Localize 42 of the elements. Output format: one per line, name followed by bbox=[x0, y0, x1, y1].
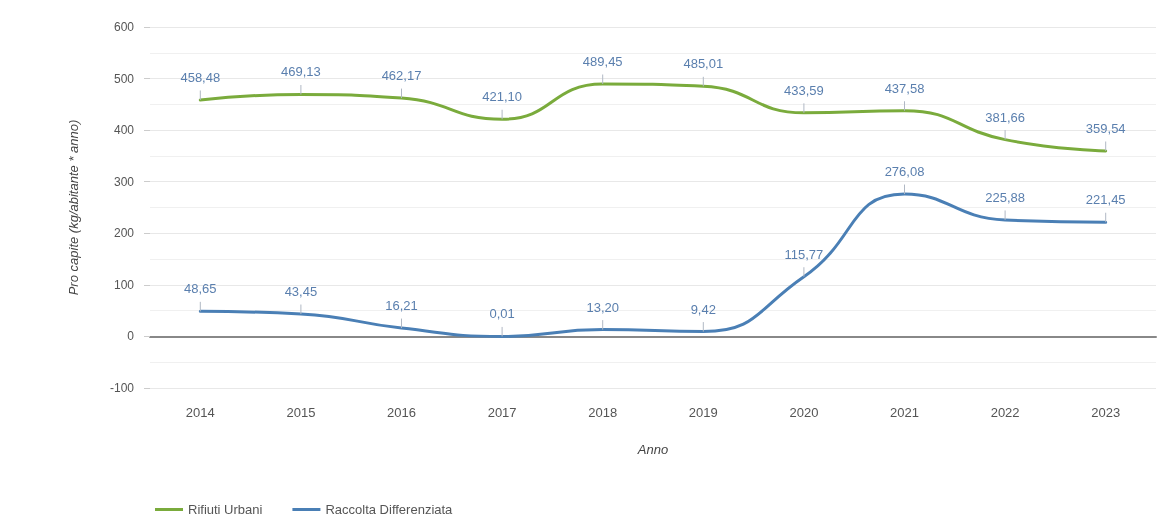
x-tick-label: 2022 bbox=[990, 405, 1020, 420]
x-tick-label: 2015 bbox=[286, 405, 316, 420]
data-label: 437,58 bbox=[884, 80, 925, 96]
data-label: 43,45 bbox=[284, 284, 318, 300]
data-label: 433,59 bbox=[784, 82, 824, 98]
y-tick-label: 200 bbox=[113, 226, 135, 241]
legend-label: Raccolta Differenziata bbox=[325, 502, 454, 517]
data-label: 16,21 bbox=[385, 298, 418, 314]
data-label: 489,45 bbox=[582, 54, 623, 70]
data-label: 381,66 bbox=[985, 109, 1025, 125]
y-tick-label: 100 bbox=[113, 277, 135, 292]
y-tick-label: 300 bbox=[113, 174, 135, 189]
x-tick-label: 2020 bbox=[789, 405, 819, 420]
data-label: 13,20 bbox=[586, 299, 619, 315]
data-label: 469,13 bbox=[281, 64, 321, 80]
data-label: 225,88 bbox=[985, 189, 1025, 205]
x-tick-label: 2019 bbox=[688, 405, 718, 420]
x-tick-label: 2014 bbox=[185, 405, 215, 420]
data-label: 221,45 bbox=[1085, 192, 1126, 208]
y-axis-title: Pro capite (kg/abitante * anno) bbox=[66, 119, 81, 296]
data-label: 115,77 bbox=[784, 246, 824, 262]
y-tick-label: 400 bbox=[113, 123, 135, 138]
legend-label: Rifiuti Urbani bbox=[188, 502, 263, 517]
x-tick-label: 2017 bbox=[487, 405, 517, 420]
data-label: 0,01 bbox=[489, 306, 515, 322]
x-tick-label: 2018 bbox=[588, 405, 618, 420]
data-label: 48,65 bbox=[184, 281, 217, 297]
data-label: 359,54 bbox=[1085, 121, 1126, 137]
data-label: 462,17 bbox=[381, 68, 422, 84]
data-label: 9,42 bbox=[690, 301, 716, 317]
data-label: 485,01 bbox=[683, 56, 724, 72]
data-label: 276,08 bbox=[884, 164, 925, 180]
x-tick-label: 2021 bbox=[890, 405, 919, 420]
y-tick-label: 600 bbox=[113, 20, 135, 34]
y-tick-label: 0 bbox=[127, 329, 135, 344]
x-tick-label: 2016 bbox=[387, 405, 416, 420]
y-tick-label: 500 bbox=[113, 71, 135, 86]
x-tick-label: 2023 bbox=[1091, 405, 1121, 420]
data-label: 421,10 bbox=[482, 89, 522, 105]
x-axis-title: Anno bbox=[636, 442, 669, 457]
data-label: 458,48 bbox=[180, 69, 221, 85]
y-tick-label: -100 bbox=[109, 381, 135, 395]
